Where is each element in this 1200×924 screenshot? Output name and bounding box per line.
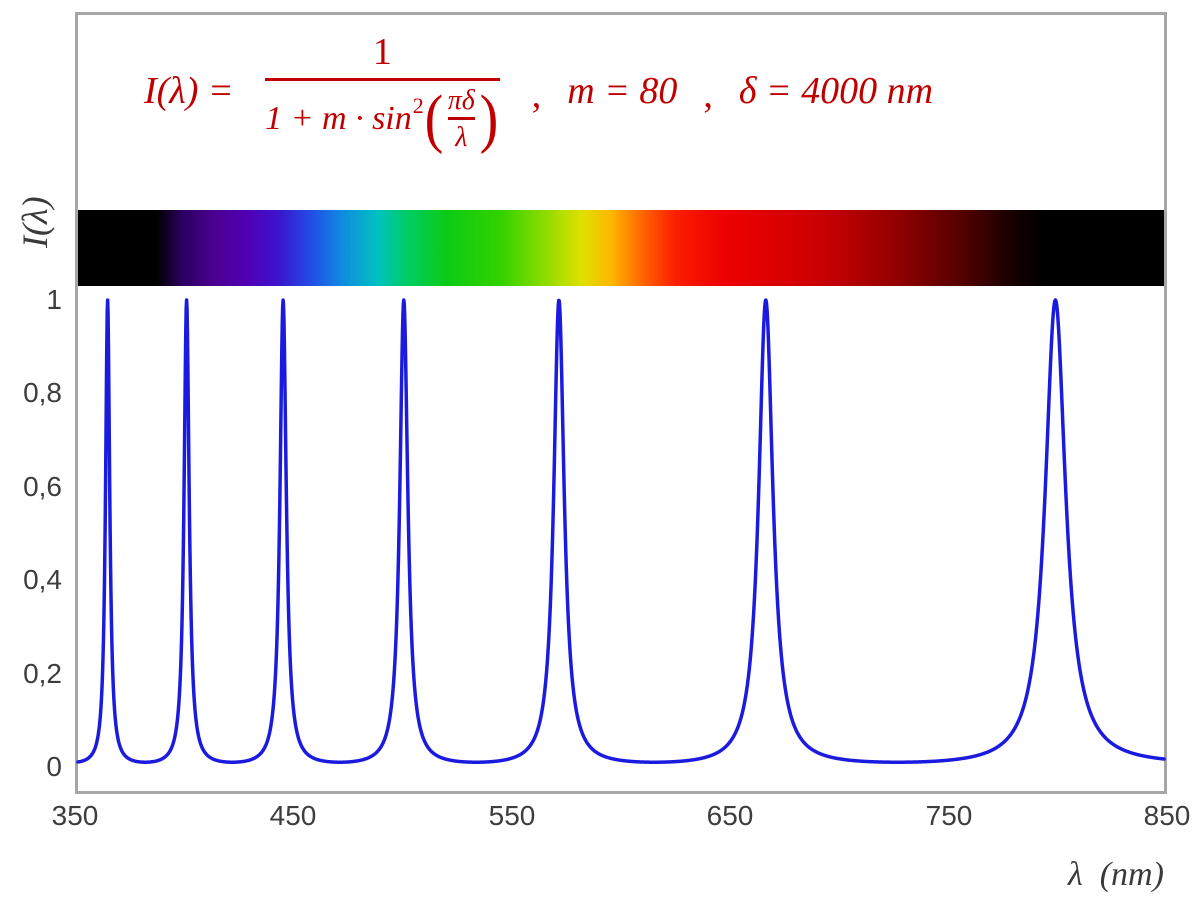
formula-fraction: 1 1 + m · sin 2 ( πδ λ ) [259,31,506,152]
y-tick-0: 0 [46,751,62,782]
x-tick-750: 750 [925,800,973,831]
x-tick-650: 650 [706,800,754,831]
denominator-exponent: 2 [412,92,424,118]
intensity-curve-svg [76,298,1166,764]
inner-fraction-numerator: πδ [447,84,475,116]
inner-fraction: πδ λ [447,84,475,153]
curve-area [76,298,1166,768]
x-tick-550: 550 [488,800,536,831]
x-tick-350: 350 [51,800,99,831]
open-paren: ( [424,81,444,155]
parameter-m: m = 80 [567,70,678,113]
y-tick-0.4: 0,4 [23,564,62,595]
inner-fraction-bar [447,117,475,120]
inner-fraction-denominator: λ [455,121,468,153]
plot-frame: I(λ) = 1 1 + m · sin 2 ( πδ λ ) , m = 80 … [75,12,1167,794]
formula-annotation: I(λ) = 1 1 + m · sin 2 ( πδ λ ) , m = 80 … [144,31,933,152]
fraction-denominator: 1 + m · sin 2 ( πδ λ ) [265,81,500,155]
y-tick-0.2: 0,2 [23,658,62,689]
formula-comma-1: , [531,74,542,117]
y-axis-title: I(λ) [15,196,55,248]
denominator-text: 1 + m · sin [265,100,412,138]
formula-lhs: I(λ) = [144,70,244,113]
x-tick-850: 850 [1143,800,1191,831]
formula-comma-2: , [703,74,713,117]
y-tick-0.8: 0,8 [23,377,62,408]
y-tick-1: 1 [46,284,62,315]
y-tick-0.6: 0,6 [23,471,62,502]
x-axis-title: λ (nm) [1068,856,1164,893]
close-paren: ) [479,81,499,155]
visible-spectrum-bar [78,210,1164,286]
fraction-bar [265,77,500,81]
parameter-delta: δ = 4000 nm [738,70,934,113]
fraction-numerator: 1 [372,31,392,73]
intensity-curve [76,298,1166,764]
x-tick-450: 450 [269,800,317,831]
